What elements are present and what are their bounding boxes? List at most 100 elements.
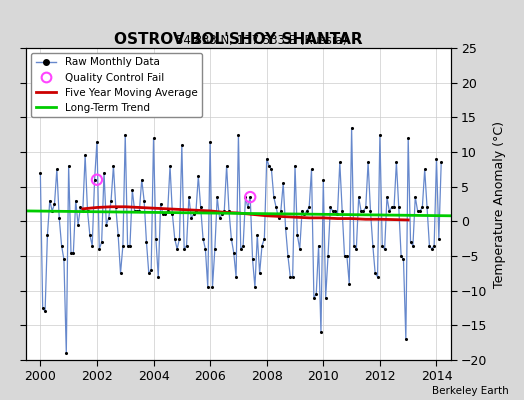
Point	[307, 166, 315, 172]
Point	[116, 270, 125, 276]
Point	[329, 208, 337, 214]
Point	[255, 270, 264, 276]
Point	[182, 242, 191, 249]
Point	[81, 152, 89, 159]
Point	[319, 176, 328, 183]
Point	[123, 242, 132, 249]
Point	[314, 242, 323, 249]
Point	[77, 204, 85, 211]
Point	[222, 163, 231, 169]
Text: 54.833 N, 137.533 E (Russia): 54.833 N, 137.533 E (Russia)	[177, 34, 347, 47]
Point	[225, 208, 233, 214]
Point	[293, 232, 301, 238]
Point	[107, 197, 115, 204]
Point	[211, 246, 219, 252]
Point	[145, 270, 153, 276]
Point	[93, 176, 101, 183]
Point	[133, 208, 141, 214]
Point	[180, 246, 188, 252]
Point	[279, 180, 287, 186]
Point	[236, 246, 245, 252]
Point	[298, 208, 306, 214]
Point	[88, 242, 96, 249]
Point	[60, 256, 68, 263]
Point	[48, 208, 57, 214]
Point	[432, 156, 441, 162]
Point	[388, 204, 396, 211]
Point	[109, 163, 117, 169]
Point	[368, 242, 377, 249]
Point	[397, 253, 405, 259]
Point	[269, 194, 278, 200]
Point	[321, 294, 330, 301]
Point	[166, 163, 174, 169]
Point	[343, 253, 351, 259]
Point	[192, 208, 200, 214]
Point	[399, 256, 408, 263]
Point	[46, 197, 54, 204]
Point	[204, 284, 212, 290]
Point	[364, 159, 372, 166]
Point	[128, 187, 136, 193]
Point	[272, 204, 280, 211]
Point	[190, 211, 198, 218]
Point	[79, 208, 87, 214]
Point	[385, 208, 394, 214]
Point	[340, 253, 348, 259]
Point	[135, 208, 144, 214]
Point	[300, 211, 309, 218]
Point	[352, 246, 361, 252]
Point	[250, 284, 259, 290]
Text: Berkeley Earth: Berkeley Earth	[432, 386, 508, 396]
Point	[289, 274, 297, 280]
Point	[402, 336, 410, 342]
Point	[208, 284, 216, 290]
Point	[246, 194, 255, 200]
Point	[140, 197, 148, 204]
Point	[206, 138, 214, 145]
Point	[260, 236, 269, 242]
Point	[239, 242, 247, 249]
Point	[178, 142, 186, 148]
Point	[277, 208, 285, 214]
Point	[64, 163, 73, 169]
Point	[156, 201, 165, 207]
Point	[380, 246, 389, 252]
Point	[362, 204, 370, 211]
Point	[50, 201, 59, 207]
Point	[201, 246, 210, 252]
Point	[418, 204, 427, 211]
Point	[371, 270, 379, 276]
Point	[244, 204, 252, 211]
Point	[434, 236, 443, 242]
Point	[420, 166, 429, 172]
Point	[383, 194, 391, 200]
Point	[227, 236, 235, 242]
Point	[83, 208, 92, 214]
Point	[430, 242, 439, 249]
Point	[69, 249, 78, 256]
Point	[232, 274, 241, 280]
Point	[286, 274, 294, 280]
Point	[170, 236, 179, 242]
Point	[423, 204, 431, 211]
Point	[74, 222, 82, 228]
Point	[176, 236, 184, 242]
Point	[93, 138, 101, 145]
Point	[62, 350, 71, 356]
Point	[126, 242, 134, 249]
Point	[36, 170, 45, 176]
Point	[130, 208, 139, 214]
Point	[258, 242, 266, 249]
Point	[406, 239, 414, 245]
Point	[425, 242, 433, 249]
Point	[218, 211, 226, 218]
Point	[357, 208, 365, 214]
Point	[121, 132, 129, 138]
Point	[359, 208, 368, 214]
Point	[38, 305, 47, 311]
Point	[253, 232, 261, 238]
Point	[338, 208, 346, 214]
Point	[119, 242, 127, 249]
Point	[105, 215, 113, 221]
